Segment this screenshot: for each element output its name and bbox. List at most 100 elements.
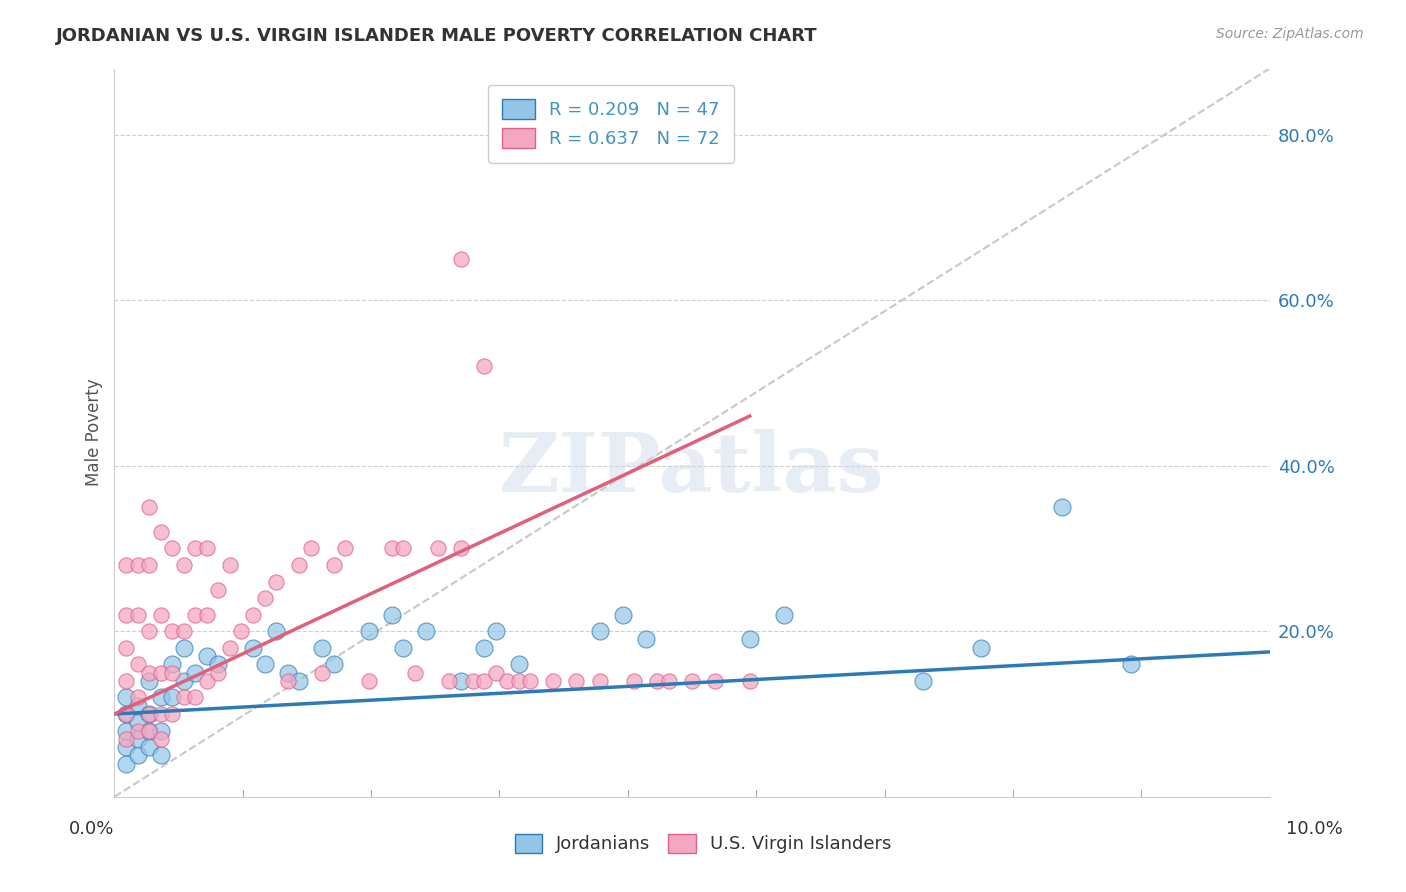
Point (484, 624, 506, 639)
Point (450, 673, 472, 688)
Point (647, 673, 669, 688)
Point (426, 541, 449, 556)
Point (138, 500, 160, 514)
Point (381, 607, 404, 622)
Point (127, 558, 149, 572)
Point (288, 558, 311, 572)
Point (138, 706, 160, 721)
Point (138, 558, 160, 572)
Point (311, 665, 333, 680)
Point (404, 665, 426, 680)
Point (773, 607, 796, 622)
Legend: Jordanians, U.S. Virgin Islanders: Jordanians, U.S. Virgin Islanders (508, 827, 898, 861)
Point (219, 558, 242, 572)
Point (322, 657, 344, 672)
Point (264, 624, 287, 639)
Point (115, 673, 138, 688)
Point (184, 690, 207, 705)
Text: 0.0%: 0.0% (69, 820, 114, 838)
Point (277, 673, 299, 688)
Point (472, 640, 495, 655)
Point (127, 748, 149, 763)
Point (138, 723, 160, 738)
Point (681, 673, 703, 688)
Point (311, 640, 333, 655)
Point (115, 640, 138, 655)
Point (612, 607, 634, 622)
Point (195, 673, 218, 688)
Point (115, 690, 138, 705)
Text: JORDANIAN VS U.S. VIRGIN ISLANDER MALE POVERTY CORRELATION CHART: JORDANIAN VS U.S. VIRGIN ISLANDER MALE P… (56, 27, 818, 45)
Point (970, 640, 993, 655)
Point (484, 665, 506, 680)
Point (253, 657, 276, 672)
Point (207, 657, 229, 672)
Point (381, 541, 404, 556)
Point (450, 252, 472, 266)
Point (588, 673, 610, 688)
Point (496, 673, 519, 688)
Point (173, 624, 195, 639)
Point (322, 558, 344, 572)
Point (173, 690, 195, 705)
Point (392, 640, 415, 655)
Point (439, 673, 461, 688)
Point (253, 591, 276, 606)
Point (415, 624, 437, 639)
Point (634, 632, 657, 647)
Point (115, 740, 138, 755)
Point (149, 731, 172, 746)
Text: ZIPatlas: ZIPatlas (499, 429, 884, 509)
Point (160, 541, 183, 556)
Point (138, 665, 160, 680)
Point (173, 673, 195, 688)
Point (173, 640, 195, 655)
Point (472, 673, 495, 688)
Point (138, 723, 160, 738)
Legend: R = 0.209   N = 47, R = 0.637   N = 72: R = 0.209 N = 47, R = 0.637 N = 72 (488, 85, 734, 162)
Point (115, 558, 138, 572)
Point (195, 607, 218, 622)
Point (195, 648, 218, 663)
Point (138, 706, 160, 721)
Point (138, 740, 160, 755)
Point (127, 657, 149, 672)
Point (127, 690, 149, 705)
Point (543, 673, 565, 688)
Point (472, 359, 495, 374)
Point (335, 541, 357, 556)
Point (127, 731, 149, 746)
Point (207, 582, 229, 597)
Point (149, 665, 172, 680)
Point (264, 574, 287, 589)
Point (1119, 657, 1142, 672)
Point (588, 624, 610, 639)
Point (115, 706, 138, 721)
Point (288, 673, 311, 688)
Y-axis label: Male Poverty: Male Poverty (86, 379, 103, 486)
Point (184, 665, 207, 680)
Point (115, 706, 138, 721)
Point (149, 723, 172, 738)
Point (450, 541, 472, 556)
Point (138, 673, 160, 688)
Point (160, 665, 183, 680)
Point (207, 665, 229, 680)
Point (704, 673, 727, 688)
Point (738, 673, 761, 688)
Point (149, 690, 172, 705)
Point (299, 541, 322, 556)
Point (508, 657, 530, 672)
Point (127, 715, 149, 730)
Point (127, 607, 149, 622)
Point (160, 624, 183, 639)
Point (392, 541, 415, 556)
Point (658, 673, 681, 688)
Point (149, 607, 172, 622)
Text: 10.0%: 10.0% (1286, 820, 1343, 838)
Point (138, 624, 160, 639)
Point (461, 673, 484, 688)
Point (115, 723, 138, 738)
Point (184, 541, 207, 556)
Point (277, 665, 299, 680)
